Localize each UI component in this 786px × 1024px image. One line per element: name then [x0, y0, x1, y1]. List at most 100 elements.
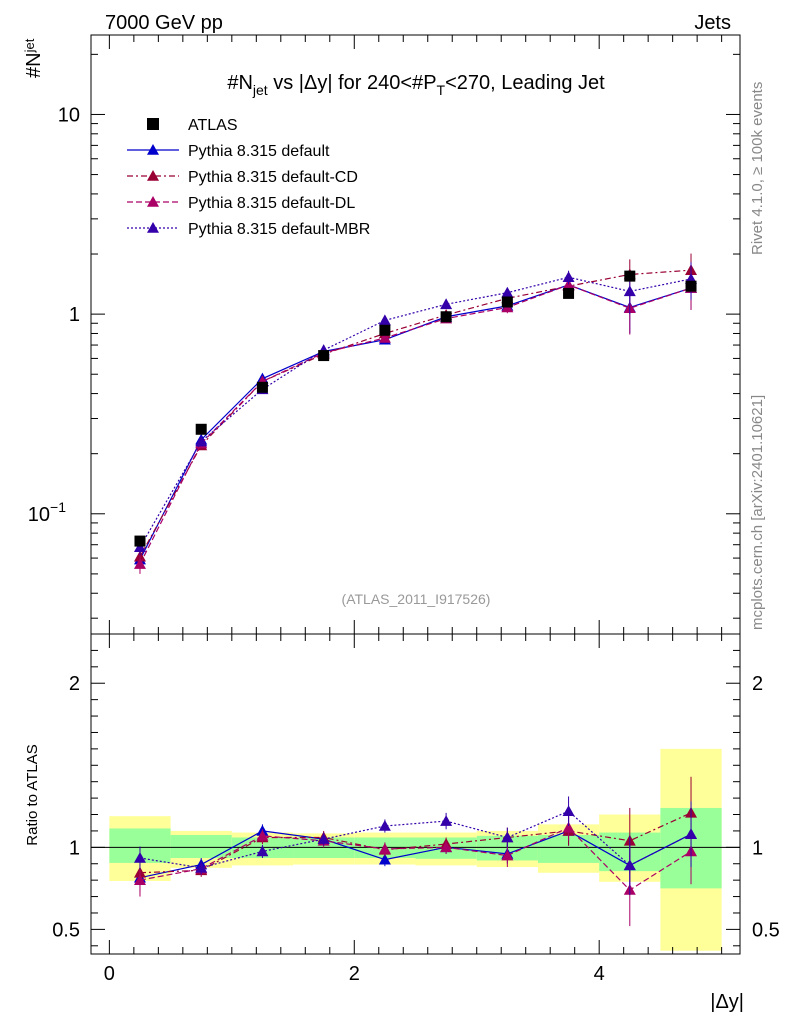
- y-tick-label-main: 1: [69, 304, 80, 326]
- ratio-point: [378, 853, 391, 865]
- series-line-main: [139, 269, 692, 557]
- series-point: [133, 541, 146, 553]
- data-point: [563, 287, 575, 299]
- ratio-point: [501, 831, 514, 843]
- series-point: [501, 286, 514, 298]
- mcplots-label: mcplots.cern.ch [arXiv:2401.10621]: [749, 395, 766, 630]
- series-line-ratio: [139, 830, 692, 879]
- ratio-point: [562, 805, 575, 817]
- data-point: [318, 350, 330, 362]
- title-pbar: P: [423, 72, 436, 94]
- legend-marker-cd: [147, 170, 159, 181]
- ratio-uncertainty-bands: [91, 748, 740, 951]
- data-point: [134, 535, 146, 547]
- series-line-ratio: [139, 826, 692, 891]
- series-point: [562, 271, 575, 283]
- title-mid: vs |Δy| for 240<#: [268, 72, 424, 94]
- series-line-main: [139, 284, 692, 565]
- ylabel-nbar: N: [23, 52, 45, 66]
- y-tick-label-base: 1: [69, 304, 80, 326]
- series-point: [623, 285, 636, 297]
- series-mbr: [133, 262, 698, 895]
- ratio-point: [685, 828, 698, 840]
- series-point: [133, 558, 146, 569]
- ratio-point: [256, 845, 269, 857]
- ratio-point: [440, 841, 453, 853]
- data-point: [685, 280, 697, 292]
- ratio-point: [133, 852, 146, 863]
- y-axis-label-ratio: Ratio to ATLAS: [24, 744, 41, 845]
- y-tick-label-ratio: 1: [69, 837, 80, 859]
- header-right: Jets: [694, 12, 731, 34]
- series-point: [378, 314, 391, 326]
- legend-marker-default: [147, 144, 159, 155]
- legend: ATLAS Pythia 8.315 default Pythia 8.315 de…: [127, 117, 370, 238]
- legend-marker-dl: [147, 196, 159, 207]
- x-axis-label: |Δy|: [710, 991, 744, 1013]
- title-nbar: N: [238, 72, 252, 94]
- y-tick-label-main: 10−1: [28, 499, 66, 526]
- data-layer: [134, 270, 697, 547]
- analysis-tag: (ATLAS_2011_I917526): [342, 591, 491, 607]
- legend-label-cd: Pythia 8.315 default-CD: [188, 169, 358, 186]
- ratio-point: [378, 820, 391, 831]
- ylabel-sub: jet: [22, 38, 37, 53]
- series-point: [378, 331, 391, 343]
- ratio-point: [378, 842, 391, 854]
- legend-marker-data: [147, 118, 159, 130]
- legend-label-mbr: Pythia 8.315 default-MBR: [188, 221, 370, 238]
- x-tick-label: 2: [349, 963, 360, 985]
- rivet-label: Rivet 4.1.0, ≥ 100k events: [749, 82, 766, 255]
- y-tick-label-exponent: −1: [50, 499, 66, 515]
- data-point: [379, 324, 391, 336]
- legend-label-dl: Pythia 8.315 default-DL: [188, 195, 355, 212]
- legend-marker-mbr: [147, 222, 159, 233]
- series-line-ratio: [139, 810, 692, 869]
- title-nsub: jet: [252, 82, 268, 98]
- y-tick-label-ratio: 0.5: [52, 919, 80, 941]
- title-psub: T: [437, 82, 446, 98]
- y-tick-label-ratio-right: 2: [752, 673, 763, 695]
- data-point: [624, 270, 636, 282]
- ratio-point: [133, 874, 146, 885]
- ratio-point: [195, 861, 208, 873]
- ratio-point: [256, 829, 269, 841]
- ratio-band-inner: [170, 835, 232, 858]
- ratio-point: [623, 859, 636, 871]
- data-point: [440, 311, 452, 323]
- data-point: [195, 423, 207, 435]
- y-tick-label-main: 10: [58, 104, 80, 126]
- y-tick-label-ratio-right: 0.5: [752, 919, 780, 941]
- title-pre: #: [227, 72, 239, 94]
- ratio-axis-ticks: 0.5 0.5 1 1 2 2 0 2 4: [52, 634, 780, 985]
- y-tick-label-base: 10: [58, 104, 80, 126]
- legend-label-default: Pythia 8.315 default: [188, 143, 330, 160]
- series-point: [440, 298, 453, 310]
- data-point: [501, 296, 513, 308]
- series-point: [195, 435, 208, 447]
- y-tick-label-ratio-right: 1: [752, 837, 763, 859]
- y-tick-label-ratio: 2: [69, 673, 80, 695]
- y-tick-label-base: 10: [28, 504, 50, 526]
- data-point: [256, 381, 268, 393]
- ratio-point: [501, 849, 514, 861]
- series-point: [562, 278, 575, 290]
- header-left: 7000 GeV pp: [105, 12, 223, 34]
- x-tick-label: 0: [104, 963, 115, 985]
- ylabel-pre: #: [23, 66, 45, 78]
- x-tick-label: 4: [594, 963, 605, 985]
- y-axis-label-main: #Njet: [22, 38, 45, 78]
- series-line-ratio: [139, 812, 692, 874]
- title-post: <270, Leading Jet: [445, 72, 605, 94]
- ratio-point: [440, 815, 453, 826]
- series-line-main: [139, 276, 692, 548]
- ratio-point: [562, 821, 575, 833]
- ratio-point: [317, 833, 330, 844]
- series-default: [133, 270, 698, 895]
- ratio-frame: [90, 633, 741, 955]
- chart-title: #Njet vs |Δy| for 240<#PT<270, Leading J…: [227, 72, 605, 98]
- legend-label-data: ATLAS: [188, 117, 238, 134]
- series-cd: [133, 253, 698, 885]
